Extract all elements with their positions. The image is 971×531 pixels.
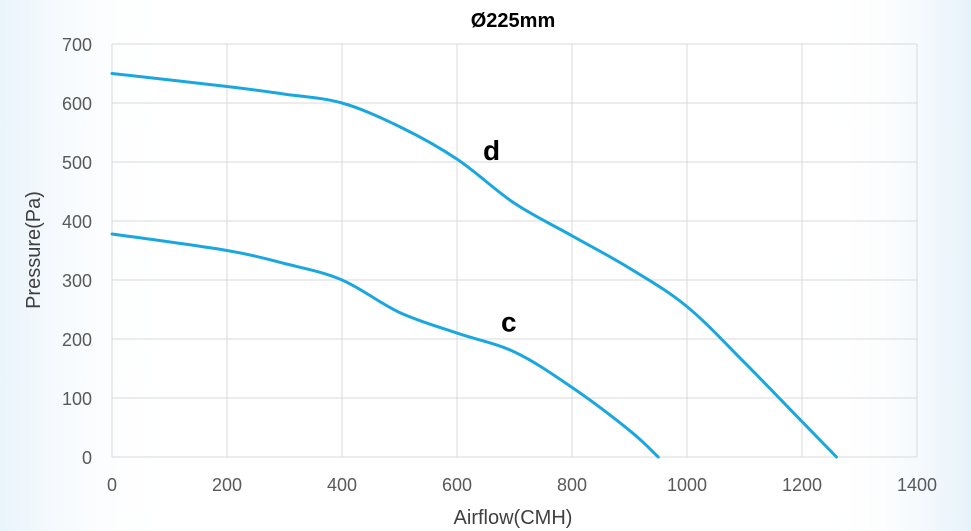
series-line-d	[110, 72, 838, 459]
x-tick-label: 1200	[782, 475, 822, 495]
x-tick-label: 400	[327, 475, 357, 495]
series-line-c	[110, 232, 660, 459]
x-tick-label: 1400	[897, 475, 937, 495]
series-label-c: c	[501, 306, 517, 337]
chart-title: Ø225mm	[471, 10, 556, 32]
x-tick-label: 800	[557, 475, 587, 495]
y-tick-label: 100	[62, 389, 92, 409]
series-lines	[110, 72, 838, 459]
y-tick-label: 500	[62, 153, 92, 173]
series-label-d: d	[483, 135, 500, 166]
tick-labels: 0 100 200 300 400 500 600 700 0 200 400 600 800 1000 1…	[62, 35, 937, 495]
x-tick-label: 0	[107, 475, 117, 495]
x-tick-label: 200	[212, 475, 242, 495]
x-tick-label: 600	[442, 475, 472, 495]
y-tick-label: 600	[62, 94, 92, 114]
y-axis-label: Pressure(Pa)	[23, 191, 45, 309]
x-tick-label: 1000	[667, 475, 707, 495]
y-tick-label: 200	[62, 330, 92, 350]
y-tick-label: 300	[62, 271, 92, 291]
series-labels: dc	[483, 135, 517, 337]
x-axis-label: Airflow(CMH)	[454, 507, 573, 529]
y-tick-label: 0	[82, 448, 92, 468]
y-tick-label: 400	[62, 212, 92, 232]
y-tick-label: 700	[62, 35, 92, 55]
gridlines	[111, 43, 918, 458]
